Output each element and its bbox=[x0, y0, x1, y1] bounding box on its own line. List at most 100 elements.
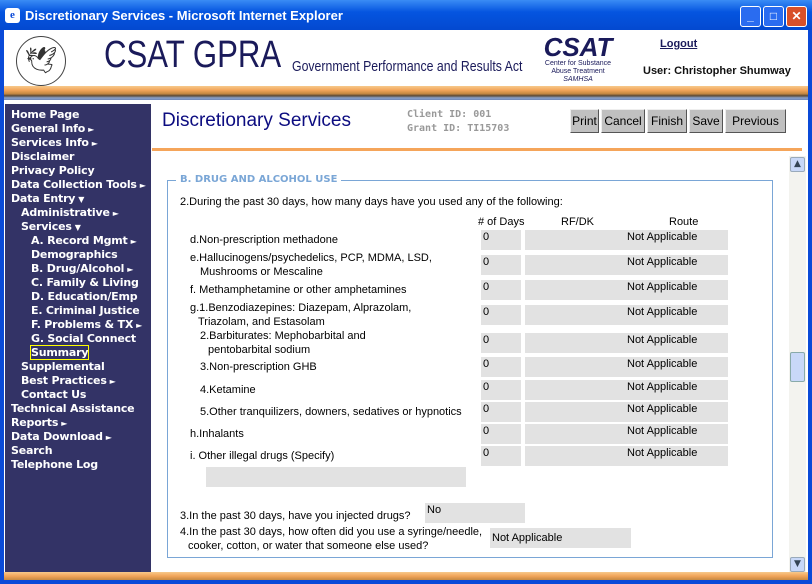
row-label: 5.Other tranquilizers, downers, sedative… bbox=[200, 406, 462, 418]
sidebar-item[interactable]: B. Drug/Alcohol ► bbox=[31, 262, 133, 275]
rfdk-select[interactable] bbox=[525, 280, 625, 300]
days-input[interactable]: 0 bbox=[481, 230, 521, 250]
sidebar-item[interactable]: Reports ► bbox=[11, 416, 67, 429]
sidebar-item[interactable]: Telephone Log bbox=[11, 458, 98, 471]
arrow-right-icon: ► bbox=[105, 433, 112, 442]
cancel-button[interactable]: Cancel bbox=[601, 109, 645, 133]
sidebar-item-label: Best Practices bbox=[21, 374, 107, 387]
rfdk-select[interactable] bbox=[525, 424, 625, 444]
rfdk-select[interactable] bbox=[525, 357, 625, 377]
sidebar-item-label: Demographics bbox=[31, 248, 118, 261]
row-label: Mushrooms or Mescaline bbox=[200, 266, 323, 278]
route-select[interactable]: Not Applicable bbox=[625, 446, 728, 466]
sidebar-item[interactable]: Privacy Policy bbox=[11, 164, 95, 177]
days-input[interactable]: 0 bbox=[481, 424, 521, 444]
scroll-down-icon[interactable]: ▼ bbox=[790, 557, 805, 572]
sidebar-item[interactable]: Demographics bbox=[31, 248, 118, 261]
route-select[interactable]: Not Applicable bbox=[625, 402, 728, 422]
sidebar-item[interactable]: E. Criminal Justice bbox=[31, 304, 140, 317]
maximize-button[interactable]: □ bbox=[763, 6, 784, 27]
sidebar-item[interactable]: General Info ► bbox=[11, 122, 94, 135]
scroll-thumb[interactable] bbox=[790, 352, 805, 382]
route-select[interactable]: Not Applicable bbox=[625, 280, 728, 300]
rfdk-select[interactable] bbox=[525, 230, 625, 250]
previous-button[interactable]: Previous bbox=[725, 109, 786, 133]
print-button[interactable]: Print bbox=[570, 109, 599, 133]
sidebar-item[interactable]: Administrative ► bbox=[21, 206, 119, 219]
sidebar-item[interactable]: Contact Us bbox=[21, 388, 86, 401]
drug-alcohol-fieldset: B. DRUG AND ALCOHOL USE 2.During the pas… bbox=[167, 174, 773, 558]
sidebar-item[interactable]: Home Page bbox=[11, 108, 79, 121]
route-select[interactable]: Not Applicable bbox=[625, 255, 728, 275]
sidebar-item[interactable]: Supplemental bbox=[21, 360, 105, 373]
sidebar-item[interactable]: Best Practices ► bbox=[21, 374, 116, 387]
sidebar-item[interactable]: D. Education/Emp bbox=[31, 290, 138, 303]
row-label: e.Hallucinogens/psychedelics, PCP, MDMA,… bbox=[190, 252, 432, 264]
sidebar-item-label: Services Info bbox=[11, 136, 89, 149]
sidebar-item-label: General Info bbox=[11, 122, 86, 135]
sidebar-item-label: F. Problems & TX bbox=[31, 318, 134, 331]
sidebar-item-label: E. Criminal Justice bbox=[31, 304, 140, 317]
row-label: f. Methamphetamine or other amphetamines bbox=[190, 284, 407, 296]
sidebar-item[interactable]: Data Collection Tools ► bbox=[11, 178, 146, 191]
rfdk-select[interactable] bbox=[525, 305, 625, 325]
brand-title: CSAT GPRA bbox=[104, 34, 282, 76]
sidebar-item[interactable]: Data Download ► bbox=[11, 430, 112, 443]
rfdk-select[interactable] bbox=[525, 380, 625, 400]
sidebar-item[interactable]: Search bbox=[11, 444, 53, 457]
sidebar-item-label: A. Record Mgmt bbox=[31, 234, 128, 247]
rfdk-select[interactable] bbox=[525, 333, 625, 353]
route-select[interactable]: Not Applicable bbox=[625, 305, 728, 325]
scrollbar[interactable]: ▲ ▼ bbox=[789, 156, 806, 574]
shared-equipment-select[interactable]: Not Applicable bbox=[490, 528, 631, 548]
route-select[interactable]: Not Applicable bbox=[625, 230, 728, 250]
sidebar-item-label: Data Entry bbox=[11, 192, 76, 205]
sidebar-item[interactable]: Services ▼ bbox=[21, 220, 81, 233]
days-input[interactable]: 0 bbox=[481, 255, 521, 275]
route-select[interactable]: Not Applicable bbox=[625, 333, 728, 353]
days-input[interactable]: 0 bbox=[481, 446, 521, 466]
route-select[interactable]: Not Applicable bbox=[625, 424, 728, 444]
sidebar-item[interactable]: Services Info ► bbox=[11, 136, 98, 149]
sidebar-item[interactable]: Data Entry ▼ bbox=[11, 192, 84, 205]
finish-button[interactable]: Finish bbox=[647, 109, 687, 133]
sidebar-item[interactable]: Technical Assistance bbox=[11, 402, 135, 415]
hhs-logo: 🕊 bbox=[16, 36, 66, 86]
row-label: g.1.Benzodiazepines: Diazepam, Alprazola… bbox=[190, 302, 412, 314]
days-input[interactable]: 0 bbox=[481, 333, 521, 353]
scroll-up-icon[interactable]: ▲ bbox=[790, 157, 805, 172]
footer-stripe bbox=[4, 572, 808, 580]
csat-line: Abuse Treatment bbox=[551, 68, 605, 75]
route-select[interactable]: Not Applicable bbox=[625, 357, 728, 377]
rfdk-select[interactable] bbox=[525, 402, 625, 422]
minimize-button[interactable]: _ bbox=[740, 6, 761, 27]
logout-link[interactable]: Logout bbox=[660, 38, 698, 50]
arrow-right-icon: ► bbox=[112, 209, 119, 218]
sidebar-item-label: Contact Us bbox=[21, 388, 87, 401]
rfdk-select[interactable] bbox=[525, 255, 625, 275]
user-label: User: Christopher Shumway bbox=[643, 65, 791, 77]
csat-line: SAMHSA bbox=[563, 76, 593, 83]
csat-logo: CSAT Center for Substance Abuse Treatmen… bbox=[538, 34, 618, 84]
route-select[interactable]: Not Applicable bbox=[625, 380, 728, 400]
sidebar-item[interactable]: C. Family & Living bbox=[31, 276, 139, 289]
save-button[interactable]: Save bbox=[689, 109, 723, 133]
days-input[interactable]: 0 bbox=[481, 380, 521, 400]
rfdk-select[interactable] bbox=[525, 446, 625, 466]
sidebar-item[interactable]: Summary bbox=[29, 345, 90, 360]
days-input[interactable]: 0 bbox=[481, 305, 521, 325]
arrow-down-icon: ▼ bbox=[74, 223, 81, 232]
sidebar-item[interactable]: G. Social Connect bbox=[31, 332, 136, 345]
sidebar-item[interactable]: F. Problems & TX ► bbox=[31, 318, 142, 331]
specify-input[interactable] bbox=[206, 467, 466, 487]
row-label: 3.Non-prescription GHB bbox=[200, 361, 317, 373]
days-input[interactable]: 0 bbox=[481, 357, 521, 377]
injected-drugs-select[interactable]: No bbox=[425, 503, 525, 523]
close-button[interactable]: ✕ bbox=[786, 6, 807, 27]
sidebar-item[interactable]: Disclaimer bbox=[11, 150, 74, 163]
arrow-right-icon: ► bbox=[139, 181, 146, 190]
sidebar-item-label: Data Download bbox=[11, 430, 103, 443]
days-input[interactable]: 0 bbox=[481, 280, 521, 300]
days-input[interactable]: 0 bbox=[481, 402, 521, 422]
sidebar-item[interactable]: A. Record Mgmt ► bbox=[31, 234, 137, 247]
